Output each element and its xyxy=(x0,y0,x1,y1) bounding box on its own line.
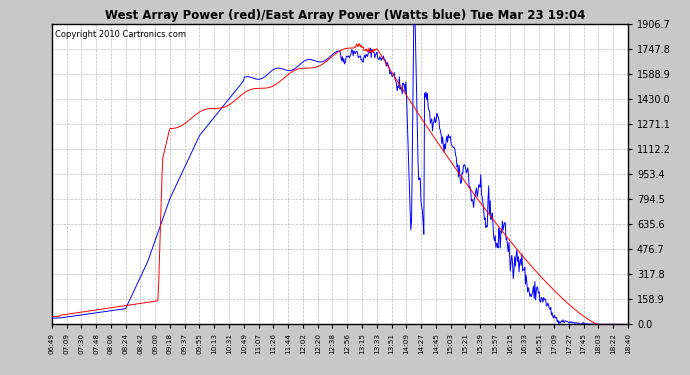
Text: Copyright 2010 Cartronics.com: Copyright 2010 Cartronics.com xyxy=(55,30,186,39)
Text: West Array Power (red)/East Array Power (Watts blue) Tue Mar 23 19:04: West Array Power (red)/East Array Power … xyxy=(105,9,585,22)
